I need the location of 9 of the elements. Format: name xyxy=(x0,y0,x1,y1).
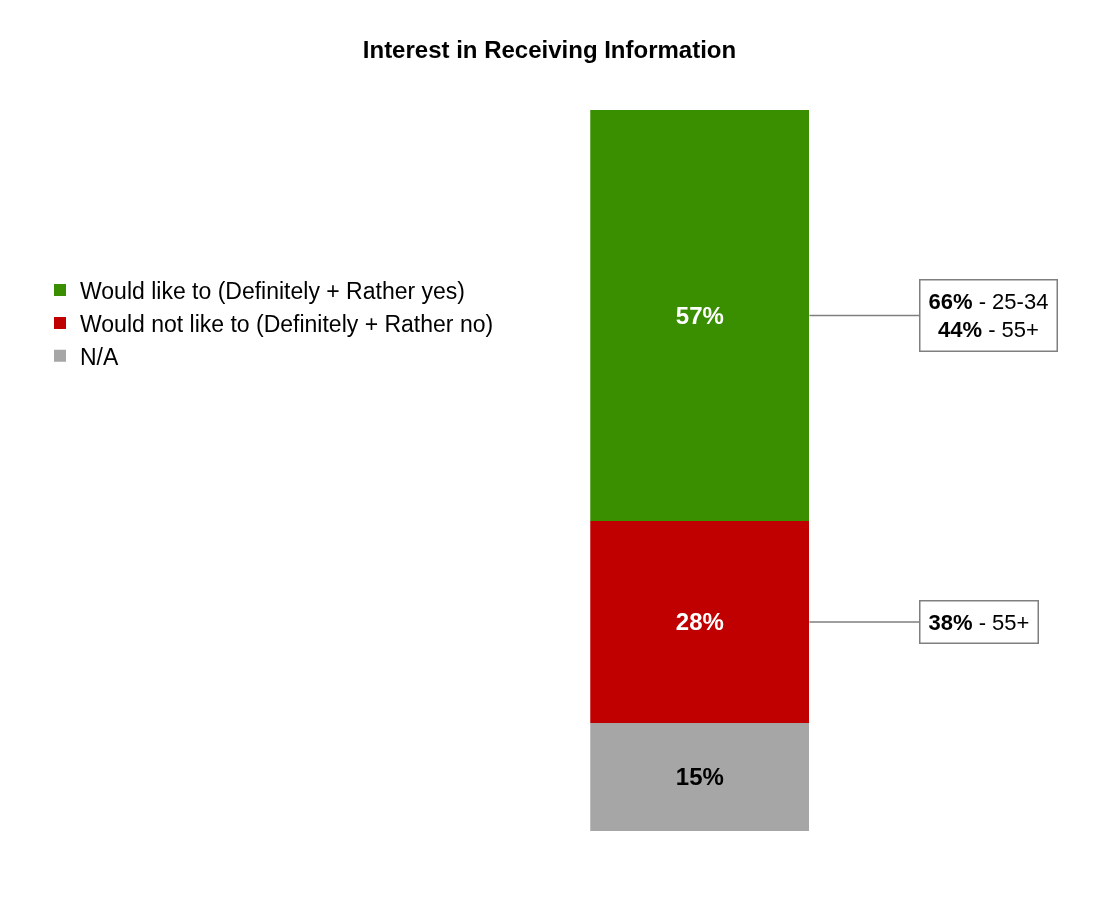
text: 38% - 55+ xyxy=(928,609,1030,635)
data-label: 57% xyxy=(675,301,724,329)
legend-label: N/A xyxy=(80,343,119,370)
text: 66% - 25-34 44% - 55+ xyxy=(928,288,1049,343)
data-label: 28% xyxy=(675,608,724,636)
data-label: 15% xyxy=(675,763,724,791)
chart-title: Interest in Receiving Information xyxy=(362,36,737,64)
legend-label: Would not like to (Definitely + Rather no) xyxy=(80,310,494,337)
legend-label: Would like to (Definitely + Rather yes) xyxy=(80,278,465,305)
